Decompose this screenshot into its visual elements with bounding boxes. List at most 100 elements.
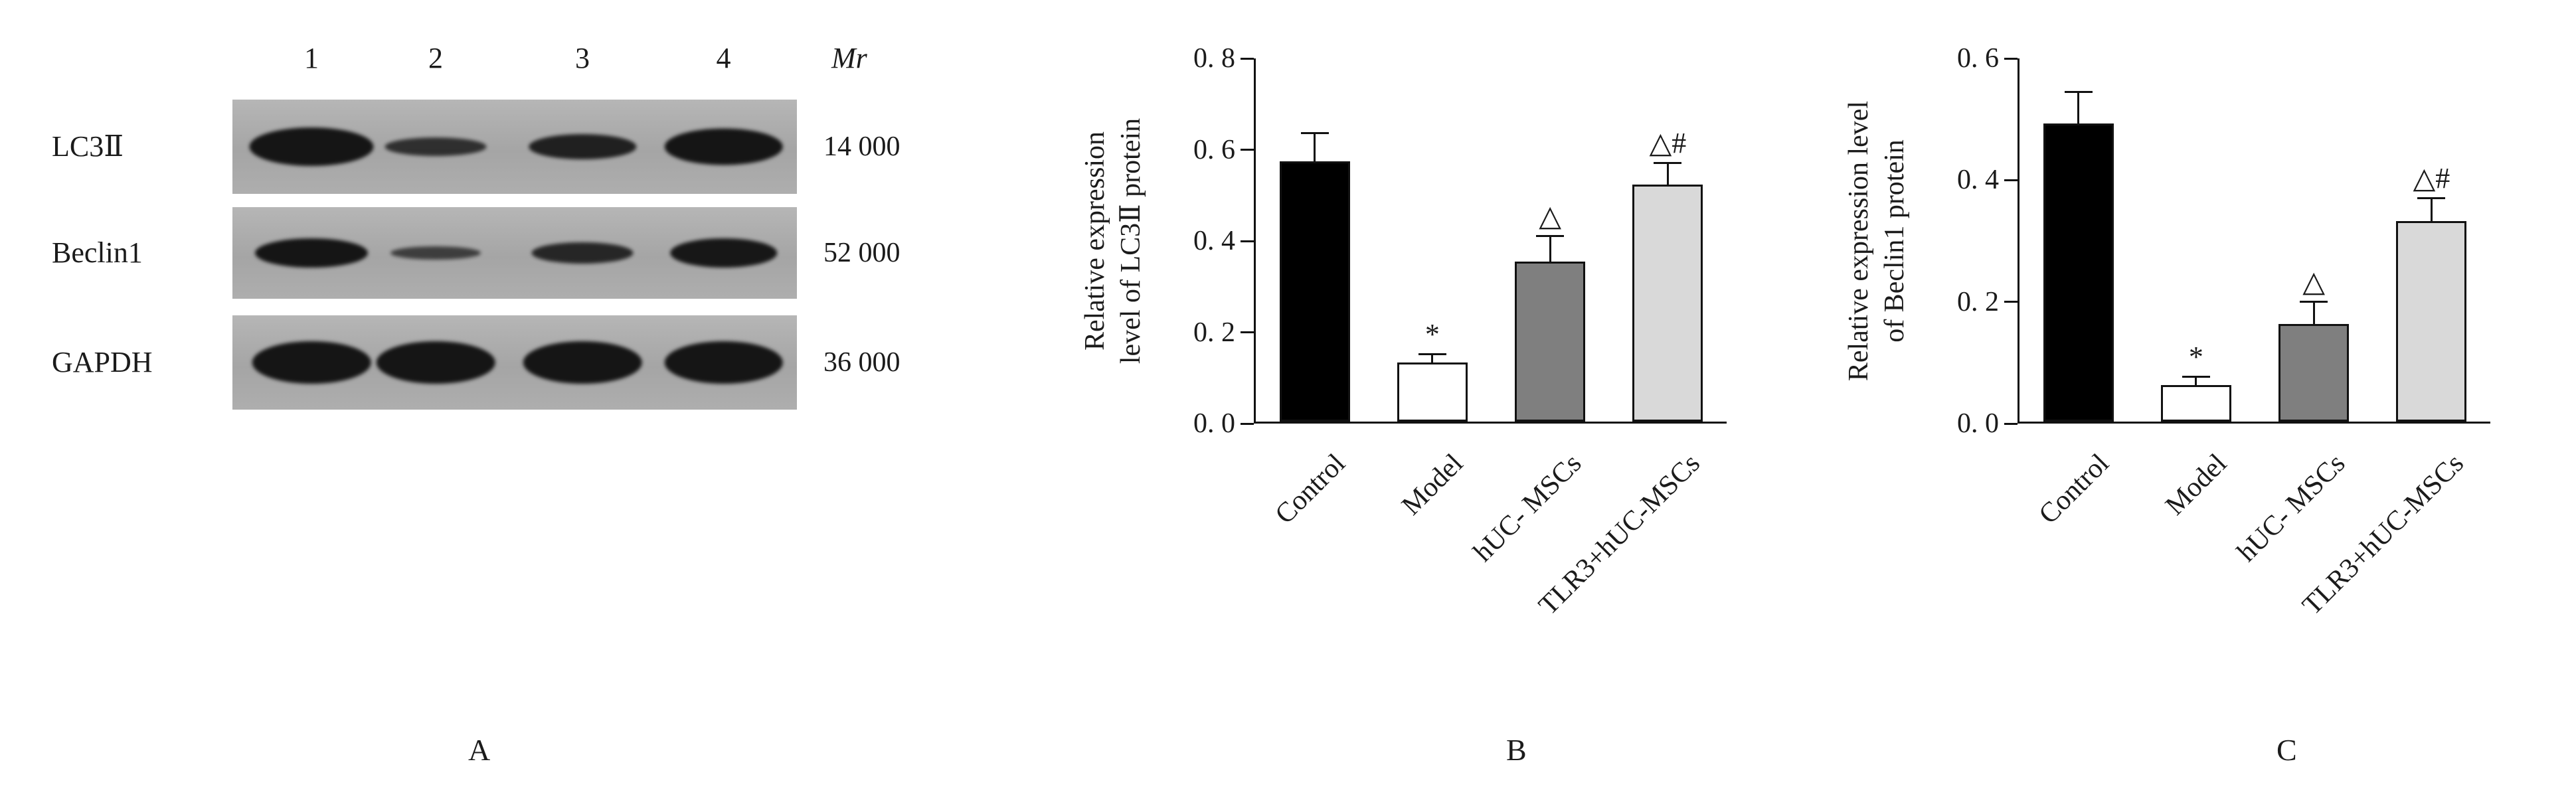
y-tick	[1241, 57, 1254, 60]
lane-label: 4	[716, 42, 731, 74]
y-axis	[2018, 58, 2019, 424]
y-tick-label: 0. 2	[1957, 286, 1999, 317]
y-tick-label: 0. 4	[1957, 165, 1999, 196]
y-axis-title-line: of Beclin1 protein	[1879, 139, 1910, 343]
y-tick-label: 0. 6	[1193, 134, 1235, 165]
y-tick-label: 0. 0	[1193, 408, 1235, 439]
blot-band	[255, 238, 368, 268]
blot-band	[664, 341, 783, 384]
error-bar	[1314, 133, 1316, 162]
lane-label: 2	[428, 42, 443, 74]
bar-model	[2160, 385, 2231, 422]
bar-huc-mscs	[1515, 262, 1586, 422]
error-bar	[2195, 378, 2197, 385]
y-tick	[2004, 422, 2018, 425]
lane-label: 3	[575, 42, 590, 74]
blot-band	[664, 128, 783, 165]
error-bar-cap	[2182, 376, 2210, 378]
blot-strip	[232, 315, 797, 410]
bar-control	[1279, 161, 1350, 422]
significance-marker: △	[1539, 199, 1562, 232]
blot-strip	[232, 100, 797, 194]
x-category-labels: Control Model hUC- MSCs TLR3+hUC-MSCs	[1254, 434, 1727, 699]
y-tick-label: 0. 8	[1193, 43, 1235, 74]
lane-label: 1	[304, 42, 319, 74]
bar-tlr3-huc-mscs	[2396, 220, 2467, 422]
bar-chart-beclin1: Relative expression level of Beclin1 pro…	[1844, 43, 2490, 621]
blot-band	[376, 341, 495, 384]
blot-band	[529, 134, 636, 159]
y-tick	[1241, 422, 1254, 425]
y-tick-label: 0. 2	[1193, 317, 1235, 348]
x-axis	[1254, 422, 1727, 424]
blot-band	[531, 242, 634, 264]
bar-huc-mscs	[2278, 324, 2350, 422]
x-category-labels: Control Model hUC- MSCs TLR3+hUC-MSCs	[2018, 434, 2490, 699]
y-tick	[1241, 331, 1254, 333]
molecular-weight-value: 14 000	[823, 131, 901, 162]
molecular-weight-value: 52 000	[823, 238, 901, 268]
error-bar	[1666, 163, 1669, 185]
error-bar	[1431, 355, 1434, 362]
significance-marker: *	[1424, 318, 1440, 351]
error-bar	[2312, 303, 2315, 325]
y-axis-title-line: Relative expression level	[1844, 100, 1874, 382]
y-tick	[2004, 301, 2018, 303]
mr-label: Mr	[831, 42, 867, 74]
bar-slot: △#	[1609, 127, 1727, 422]
molecular-weight-value: 36 000	[823, 347, 901, 378]
error-bar-cap	[1300, 131, 1329, 134]
panel-label-c: C	[2276, 733, 2297, 767]
error-bar	[1549, 236, 1551, 262]
significance-marker: △#	[1649, 126, 1687, 159]
y-axis-title-beclin1: Relative expression level of Beclin1 pro…	[1841, 101, 1913, 381]
bar-slot: *	[2137, 341, 2255, 422]
blot-band	[252, 341, 371, 384]
error-bar-cap	[2064, 91, 2093, 93]
y-tick-label: 0. 0	[1957, 408, 1999, 439]
error-bar	[2077, 93, 2080, 123]
error-bar	[2430, 199, 2433, 221]
protein-label: Beclin1	[52, 236, 143, 269]
panel-label-b: B	[1506, 733, 1527, 767]
error-bar-cap	[2300, 301, 2328, 303]
bar-control	[2043, 123, 2114, 422]
x-category-label: Model	[1396, 448, 1470, 522]
y-tick	[2004, 179, 2018, 181]
error-bar-cap	[1654, 161, 1682, 164]
error-bar-cap	[2417, 197, 2446, 200]
protein-label: GAPDH	[52, 346, 153, 378]
x-category-label: Control	[1269, 448, 1351, 530]
bar-model	[1397, 362, 1468, 422]
y-tick	[1241, 240, 1254, 242]
bar-slot: △#	[2373, 162, 2490, 422]
blot-band	[523, 341, 642, 384]
y-tick-label: 0. 4	[1193, 226, 1235, 256]
error-bar-cap	[1536, 234, 1565, 237]
error-bar-cap	[1418, 353, 1446, 356]
x-axis	[2018, 422, 2490, 424]
x-category-label: Model	[2160, 448, 2233, 522]
bars-area: * △ △#	[2019, 58, 2490, 422]
bar-slot: △	[2255, 266, 2373, 422]
y-tick	[2004, 57, 2018, 60]
blot-strip	[232, 207, 797, 299]
significance-marker: △	[2302, 266, 2326, 299]
bar-slot	[2019, 91, 2137, 422]
bar-tlr3-huc-mscs	[1632, 184, 1703, 422]
blot-band	[669, 238, 778, 268]
significance-marker: *	[2188, 341, 2203, 373]
bar-slot: △	[1492, 200, 1609, 422]
bar-slot: *	[1373, 318, 1491, 422]
blot-band	[385, 137, 487, 156]
y-tick	[1241, 149, 1254, 151]
x-category-label: hUC- MSCs	[2231, 448, 2352, 568]
bars-area: * △ △#	[1256, 58, 1727, 422]
panel-label-a: A	[468, 733, 491, 767]
x-category-label: hUC- MSCs	[1468, 448, 1588, 568]
blot-band	[390, 246, 481, 260]
significance-marker: △#	[2413, 162, 2450, 195]
y-tick-label: 0. 6	[1957, 43, 1999, 74]
protein-label: LC3Ⅱ	[52, 130, 124, 163]
